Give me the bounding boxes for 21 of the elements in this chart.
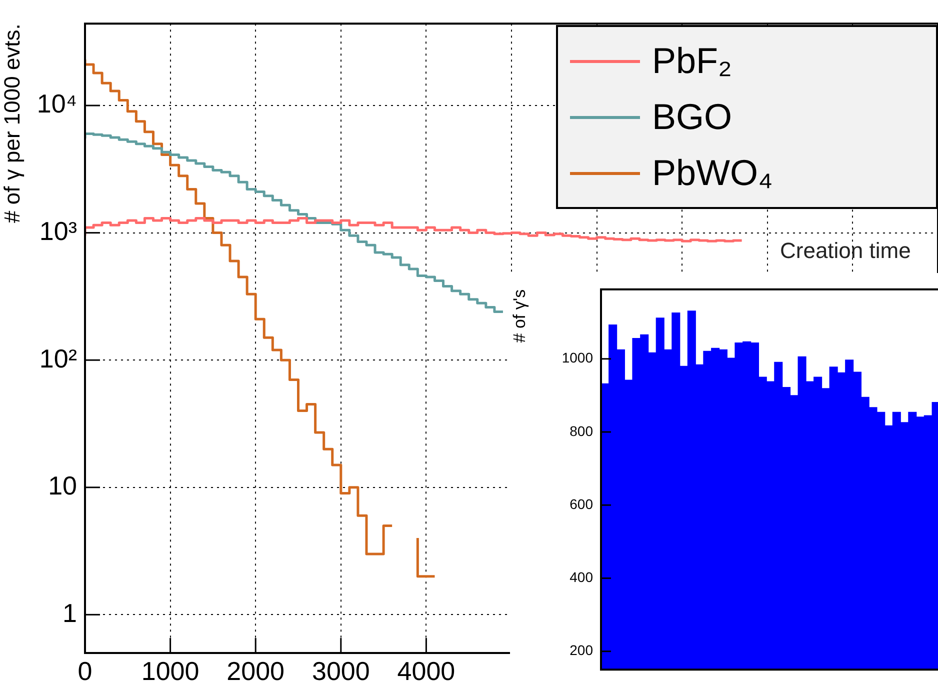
legend-label: PbWO₄ xyxy=(652,152,773,194)
x-tick-label: 4000 xyxy=(397,656,456,683)
x-tick-label: 3000 xyxy=(312,656,370,683)
y-tick-label: 800 xyxy=(570,422,594,439)
y-axis-title: # of γ per 1000 evts. xyxy=(0,24,24,223)
y-axis-title: # of γ's xyxy=(510,289,529,343)
x-tick-label: 1000 xyxy=(141,656,200,683)
y-tick-label: 600 xyxy=(570,496,594,512)
chart-title: Creation time xyxy=(780,238,911,264)
y-tick-label: 1000 xyxy=(562,350,594,366)
x-tick-label: 2000 xyxy=(226,656,285,683)
y-tick-label: 10² xyxy=(39,343,78,374)
y-tick-label: 400 xyxy=(570,569,594,586)
y-tick-label: 200 xyxy=(570,642,594,658)
y-tick-label: 10⁴ xyxy=(36,88,77,119)
legend-label: PbF₂ xyxy=(652,40,732,82)
y-tick-label: 10 xyxy=(48,470,77,501)
y-tick-label: 1 xyxy=(62,598,77,628)
legend-label: BGO xyxy=(652,96,732,138)
y-tick-label: 10³ xyxy=(39,216,78,246)
x-tick-label: 0 xyxy=(78,656,92,683)
